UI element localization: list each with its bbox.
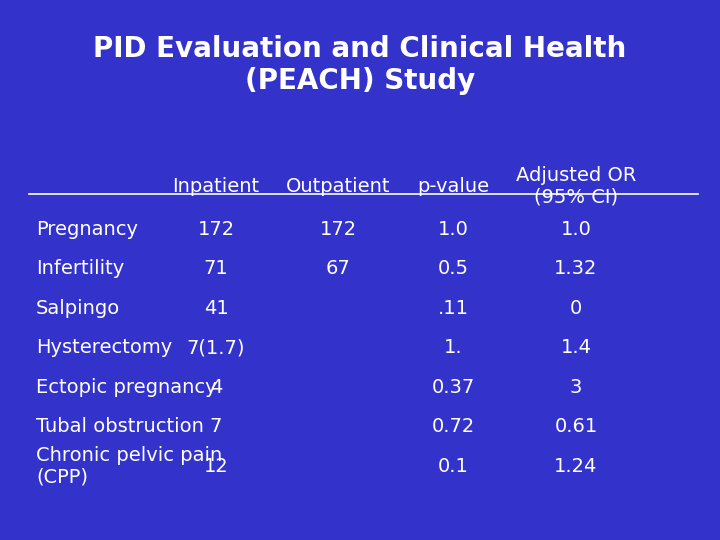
Text: 67: 67 — [326, 259, 351, 279]
Text: Salpingo: Salpingo — [36, 299, 120, 318]
Text: .11: .11 — [438, 299, 469, 318]
Text: PID Evaluation and Clinical Health
(PEACH) Study: PID Evaluation and Clinical Health (PEAC… — [94, 35, 626, 95]
Text: p-value: p-value — [418, 177, 490, 196]
Text: 1.0: 1.0 — [561, 220, 591, 239]
Text: 0.1: 0.1 — [438, 456, 469, 476]
Text: 7(1.7): 7(1.7) — [186, 338, 246, 357]
Text: 1.: 1. — [444, 338, 463, 357]
Text: 1.24: 1.24 — [554, 456, 598, 476]
Text: 1.0: 1.0 — [438, 220, 469, 239]
Text: Adjusted OR
(95% CI): Adjusted OR (95% CI) — [516, 166, 636, 207]
Text: 4: 4 — [210, 377, 222, 397]
Text: 172: 172 — [197, 220, 235, 239]
Text: Chronic pelvic pain
(CPP): Chronic pelvic pain (CPP) — [36, 446, 222, 487]
Text: 0.72: 0.72 — [432, 417, 475, 436]
Text: 0.37: 0.37 — [432, 377, 475, 397]
Text: Tubal obstruction: Tubal obstruction — [36, 417, 204, 436]
Text: 12: 12 — [204, 456, 228, 476]
Text: Hysterectomy: Hysterectomy — [36, 338, 172, 357]
Text: 0.61: 0.61 — [554, 417, 598, 436]
Text: 3: 3 — [570, 377, 582, 397]
Text: Inpatient: Inpatient — [172, 177, 260, 196]
Text: 0: 0 — [570, 299, 582, 318]
Text: 172: 172 — [320, 220, 357, 239]
Text: 71: 71 — [204, 259, 228, 279]
Text: 1.4: 1.4 — [560, 338, 592, 357]
Text: Outpatient: Outpatient — [286, 177, 391, 196]
Text: 7: 7 — [210, 417, 222, 436]
Text: 1.32: 1.32 — [554, 259, 598, 279]
Text: 41: 41 — [204, 299, 228, 318]
Text: Ectopic pregnancy: Ectopic pregnancy — [36, 377, 217, 397]
Text: 0.5: 0.5 — [438, 259, 469, 279]
Text: Infertility: Infertility — [36, 259, 125, 279]
Text: Pregnancy: Pregnancy — [36, 220, 138, 239]
